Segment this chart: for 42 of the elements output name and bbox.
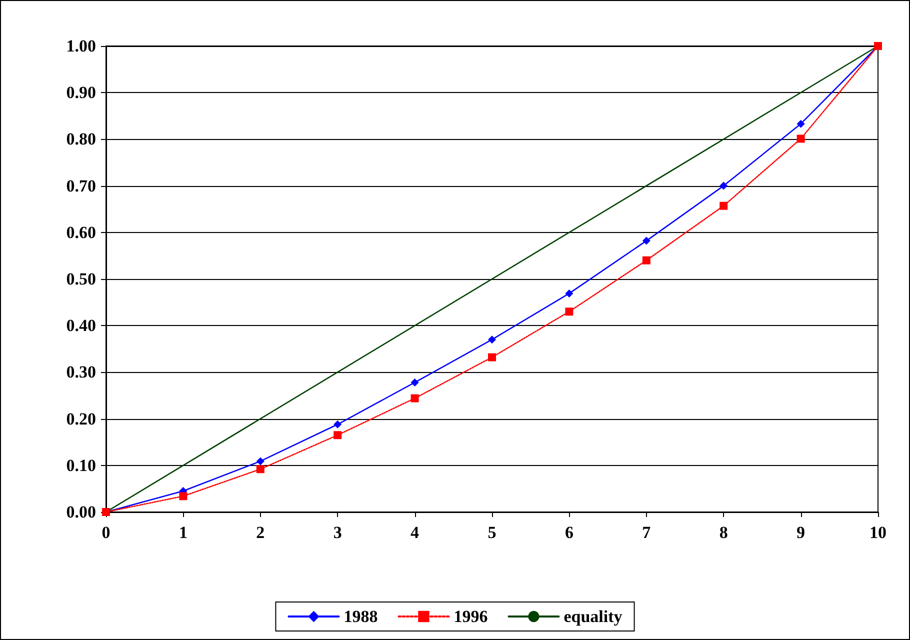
x-tick-label: 5	[488, 523, 496, 542]
legend-label: 1996	[454, 607, 488, 626]
x-tick-label: 9	[796, 523, 806, 542]
point	[256, 465, 264, 474]
point	[796, 120, 805, 128]
y-tick-label: 0.30	[66, 362, 96, 382]
y-tick-label: 0.20	[66, 409, 96, 428]
y-tick-label: 0.00	[66, 502, 96, 522]
point	[565, 308, 574, 316]
point	[256, 457, 264, 466]
legend-label: equality	[564, 607, 623, 626]
point	[334, 420, 342, 428]
point	[488, 336, 496, 344]
x-tick-label: 7	[642, 523, 652, 542]
point	[410, 378, 419, 386]
x-tick-label: 6	[564, 523, 574, 542]
point	[642, 236, 650, 245]
x-tick-label: 10	[870, 523, 886, 542]
point	[410, 394, 419, 402]
y-tick-label: 1.00	[66, 36, 96, 56]
point	[642, 256, 650, 264]
y-tick-label: 0.70	[66, 176, 96, 196]
point	[179, 492, 188, 500]
x-tick-label: 2	[256, 523, 265, 542]
y-tick-label: 0.90	[66, 83, 96, 102]
y-tick-label: 0.50	[66, 270, 96, 288]
point	[720, 182, 728, 190]
x-tick-label: 1	[178, 523, 188, 542]
point	[720, 202, 728, 210]
x-tick-label: 8	[719, 523, 728, 542]
x-tick-label: 4	[410, 523, 420, 542]
legend-label: 1988	[344, 607, 378, 626]
point	[565, 289, 574, 298]
point	[796, 134, 805, 143]
point	[488, 353, 496, 362]
x-tick-label: 3	[333, 523, 342, 542]
y-tick-label: 0.10	[66, 456, 96, 475]
y-tick-label: 0.80	[66, 130, 96, 149]
y-tick-label: 0.40	[66, 316, 96, 336]
x-tick-label: 0	[102, 523, 110, 542]
y-tick-label: 0.60	[66, 222, 96, 242]
point	[334, 431, 342, 440]
